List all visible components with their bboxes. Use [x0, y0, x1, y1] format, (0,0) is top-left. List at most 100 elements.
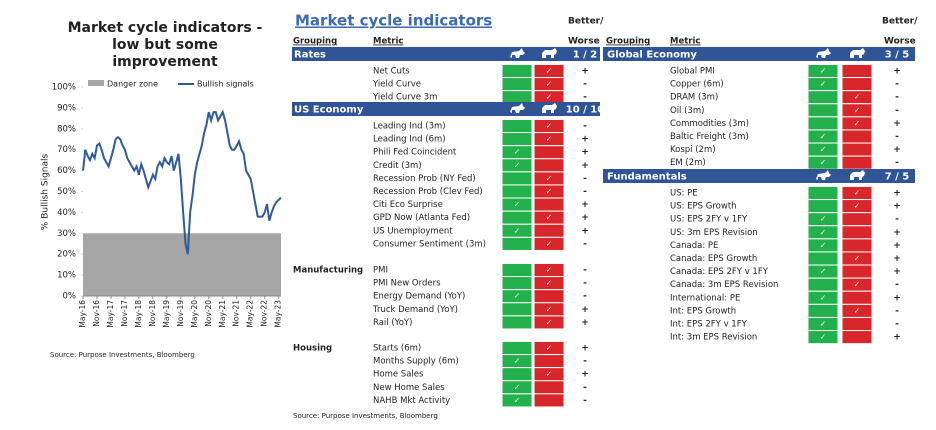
- better-worse: +: [581, 318, 589, 328]
- metric-header: Metric: [670, 37, 700, 47]
- bear-cell: [841, 264, 873, 279]
- better-worse: -: [895, 80, 899, 90]
- metric: PMI New Orders: [373, 279, 441, 289]
- metric-header: Metric: [373, 37, 403, 47]
- better-worse: -: [583, 357, 587, 367]
- metric: DRAM (3m): [670, 93, 718, 103]
- bear-cell: [533, 236, 565, 251]
- bull-cell: [501, 340, 533, 356]
- bear-check: ✓: [546, 279, 553, 288]
- bear-check: ✓: [854, 254, 861, 263]
- better-worse: -: [583, 279, 587, 289]
- bull-cell: [501, 315, 533, 330]
- x-tick-label: Nov-21: [232, 300, 241, 327]
- metric: Baltic Freight (3m): [670, 132, 749, 142]
- bear-cell: [841, 63, 873, 79]
- group-bar: [603, 47, 915, 61]
- metric: Commodities (3m): [670, 119, 749, 129]
- bear-check: ✓: [854, 106, 861, 115]
- metric: US: PE: [670, 189, 698, 199]
- bull-check: ✓: [514, 292, 521, 301]
- bear-check: ✓: [546, 122, 553, 131]
- legend-label: Danger zone: [107, 80, 158, 89]
- metric: Leading Ind (3m): [373, 122, 446, 132]
- group-bar: [603, 169, 915, 183]
- bear-cell: [533, 197, 565, 212]
- metric: Yield Curve: [372, 80, 421, 90]
- bear-check: ✓: [546, 239, 553, 248]
- bear-icon: [850, 48, 865, 58]
- group-name: Rates: [294, 50, 326, 61]
- better-worse: +: [581, 213, 589, 223]
- metric: Credit (3m): [373, 161, 422, 171]
- better-worse: +: [893, 189, 901, 199]
- metric: Int: 3m EPS Revision: [670, 333, 757, 343]
- bull-cell: [501, 184, 533, 199]
- better-worse: -: [583, 266, 587, 276]
- bear-cell: [533, 145, 565, 160]
- y-tick-label: 30%: [57, 229, 76, 239]
- x-tick-label: Nov-18: [148, 300, 157, 327]
- metric: Canada: PE: [670, 241, 718, 251]
- metric: Energy Demand (YoY): [373, 292, 465, 302]
- bull-cell: [501, 118, 533, 134]
- better-worse: -: [583, 122, 587, 132]
- metric: GPD Now (Atlanta Fed): [373, 213, 470, 223]
- metric: Int: EPS Growth: [670, 306, 736, 316]
- better-worse: -: [583, 187, 587, 197]
- chart-title: improvement: [112, 54, 218, 70]
- metric: Net Cuts: [373, 67, 410, 77]
- better-worse: +: [893, 293, 901, 303]
- better-worse: +: [893, 333, 901, 343]
- bull-cell: [807, 251, 839, 266]
- bull-cell: [501, 367, 533, 382]
- bull-cell: [807, 90, 839, 105]
- bull-cell: [501, 236, 533, 251]
- worse-header: Worse: [884, 37, 916, 47]
- group-name: Global Economy: [607, 50, 697, 61]
- bear-check: ✓: [546, 318, 553, 327]
- better-worse: +: [581, 135, 589, 145]
- better-worse: -: [895, 320, 899, 330]
- group-score: 3 / 5: [885, 50, 910, 61]
- y-tick-label: 80%: [57, 124, 76, 134]
- group-score: 7 / 5: [885, 172, 910, 183]
- bull-cell: [807, 199, 839, 214]
- better-worse: +: [893, 145, 901, 155]
- bear-shape: [850, 48, 865, 58]
- better-worse: -: [583, 383, 587, 393]
- metric: Recession Prob (NY Fed): [373, 174, 476, 184]
- better-worse: -: [583, 93, 587, 103]
- bull-icon: [816, 170, 831, 180]
- x-tick-label: Nov-17: [120, 300, 129, 327]
- bull-shape: [816, 48, 831, 58]
- bull-check: ✓: [514, 200, 521, 209]
- bear-check: ✓: [546, 266, 553, 275]
- bear-check: ✓: [854, 202, 861, 211]
- better-worse: -: [895, 93, 899, 103]
- group-name: Housing: [293, 344, 332, 354]
- metric: Kospi (2m): [670, 145, 716, 155]
- bear-shape: [542, 103, 557, 113]
- bear-cell: [533, 380, 565, 395]
- x-tick-label: Nov-16: [92, 300, 101, 327]
- bear-icon: [542, 48, 557, 58]
- bull-cell: [807, 116, 839, 131]
- bear-cell: [841, 316, 873, 332]
- bull-shape: [816, 170, 831, 180]
- better-worse: -: [895, 158, 899, 168]
- bull-cell: [501, 276, 533, 291]
- danger-zone: [83, 233, 281, 296]
- bull-cell: [807, 277, 839, 292]
- better-worse: +: [581, 161, 589, 171]
- metric: Home Sales: [373, 370, 424, 380]
- y-axis-label: % Bullish Signals: [41, 154, 51, 231]
- x-tick-label: May-17: [106, 300, 115, 328]
- bear-cell: [533, 393, 565, 408]
- x-tick-label: May-23: [274, 300, 283, 328]
- y-tick-label: 60%: [57, 166, 76, 176]
- group-score: 10 / 10: [566, 105, 604, 116]
- metric: Leading Ind (6m): [373, 135, 446, 145]
- metric: Int: EPS 2FY v 1FY: [670, 320, 748, 330]
